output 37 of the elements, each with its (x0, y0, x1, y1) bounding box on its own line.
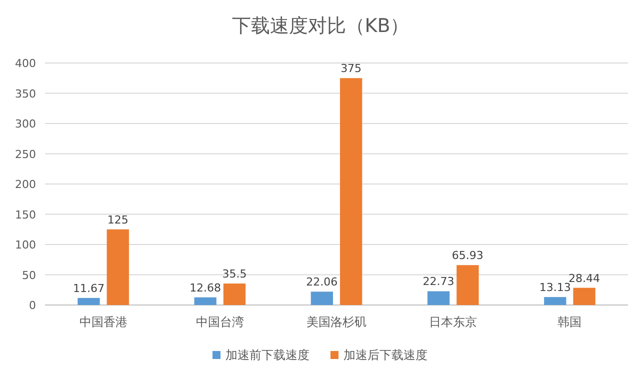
bar (544, 297, 566, 305)
bar (194, 297, 216, 305)
x-tick-label: 中国台湾 (196, 315, 244, 329)
legend-label: 加速前下载速度 (226, 348, 310, 362)
x-tick-label: 日本东京 (429, 315, 478, 329)
bar (456, 265, 479, 305)
data-label: 11.67 (72, 282, 104, 295)
x-tick-label: 韩国 (558, 315, 582, 329)
y-tick-label: 50 (22, 268, 36, 282)
data-label: 375 (340, 62, 362, 76)
legend-label: 加速后下载速度 (344, 348, 428, 362)
y-tick-label: 0 (29, 299, 36, 312)
data-label: 35.5 (222, 268, 247, 281)
data-label: 12.68 (190, 281, 222, 294)
y-tick-label: 400 (15, 57, 36, 70)
data-label: 125 (107, 213, 128, 226)
y-tick-label: 300 (15, 118, 36, 130)
data-label: 28.44 (568, 272, 600, 285)
bar (427, 291, 450, 305)
data-label: 13.13 (539, 281, 571, 294)
y-tick-label: 100 (15, 238, 36, 252)
chart-title: 下载速度对比（KB） (232, 15, 410, 37)
bar (223, 284, 246, 305)
y-tick-label: 250 (15, 148, 36, 161)
data-label: 22.73 (422, 275, 454, 288)
data-label: 65.93 (452, 249, 484, 262)
bar (340, 78, 362, 305)
bar (106, 229, 129, 305)
y-tick-label: 200 (15, 178, 36, 191)
x-tick-label: 美国洛杉矶 (306, 315, 366, 329)
bar (78, 298, 100, 305)
y-tick-label: 150 (15, 208, 36, 222)
bar (310, 292, 333, 305)
y-tick-label: 350 (15, 87, 36, 100)
data-label: 22.06 (306, 276, 338, 289)
x-tick-label: 中国香港 (79, 315, 128, 329)
bar (573, 288, 596, 305)
